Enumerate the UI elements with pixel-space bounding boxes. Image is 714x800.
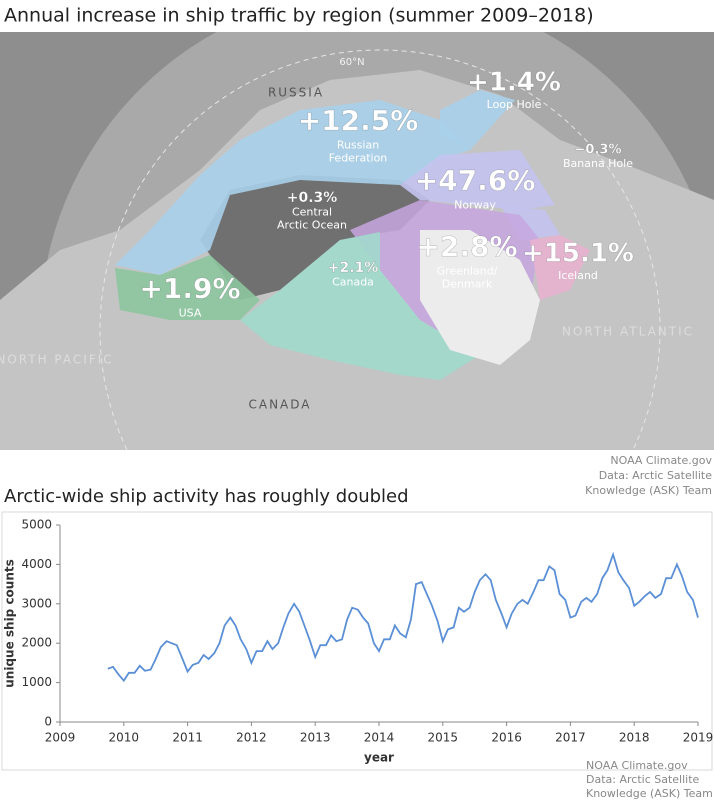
region-change: +47.6% <box>415 164 536 197</box>
data-line <box>107 551 699 683</box>
latitude-circle <box>99 49 661 450</box>
x-tick-label: 2012 <box>236 731 267 745</box>
region-iceland <box>530 235 590 300</box>
region-name: Denmark <box>442 277 493 290</box>
x-axis-label: year <box>364 751 394 765</box>
region-canada <box>240 232 480 380</box>
place-label: CANADA <box>248 398 311 412</box>
place-label: 60°N <box>339 57 364 68</box>
region-norway <box>400 150 555 210</box>
chart-frame <box>1 511 713 771</box>
x-tick-label: 2011 <box>172 731 203 745</box>
credit: Data: Arctic Satellite <box>586 773 700 786</box>
x-tick-label: 2014 <box>364 731 395 745</box>
x-tick-label: 2013 <box>300 731 331 745</box>
region-name: Banana Hole <box>563 157 633 170</box>
region-name: Iceland <box>558 269 598 282</box>
y-tick-label: 2000 <box>21 636 52 650</box>
region-name: Greenland/ <box>437 264 498 277</box>
place-label: NORTH PACIFIC <box>0 353 114 367</box>
greenland-ice <box>420 230 540 365</box>
x-tick-label: 2018 <box>619 731 650 745</box>
x-tick-label: 2009 <box>45 731 76 745</box>
region-russia <box>115 100 470 275</box>
y-tick-label: 0 <box>44 715 52 729</box>
region-usa <box>115 255 260 320</box>
region-change: +0.3% <box>287 190 338 206</box>
region-change: −0.3% <box>575 143 622 158</box>
y-axis-label: unique ship counts <box>3 559 17 688</box>
y-tick-label: 1000 <box>21 675 52 689</box>
x-tick-label: 2016 <box>491 731 522 745</box>
region-name: Canada <box>332 276 374 289</box>
ocean <box>200 175 430 300</box>
region-change: +2.8% <box>416 230 517 263</box>
region-change: +15.1% <box>522 239 634 269</box>
credit: Knowledge (ASK) Team <box>586 787 713 800</box>
region-change: +1.9% <box>139 272 240 305</box>
y-tick-label: 4000 <box>21 557 52 571</box>
x-tick-label: 2015 <box>428 731 459 745</box>
region-name: Loop Hole <box>487 98 542 111</box>
x-tick-label: 2019 <box>683 731 714 745</box>
map <box>0 32 714 450</box>
x-tick-label: 2010 <box>109 731 140 745</box>
region-change: +12.5% <box>298 104 419 137</box>
chart-title: Arctic-wide ship activity has roughly do… <box>4 486 409 507</box>
region-name: Arctic Ocean <box>277 219 347 232</box>
credit: NOAA Climate.gov <box>586 759 688 772</box>
region-change: +1.4% <box>467 68 561 98</box>
x-tick-label: 2017 <box>555 731 586 745</box>
region-name: Federation <box>329 151 388 164</box>
place-label: RUSSIA <box>268 86 324 100</box>
credit: Data: Arctic Satellite <box>599 469 713 482</box>
credit: Knowledge (ASK) Team <box>585 484 712 497</box>
y-tick-label: 5000 <box>21 518 52 532</box>
region-loop-hole <box>440 90 515 150</box>
map-title: Annual increase in ship traffic by regio… <box>4 5 594 27</box>
credit: NOAA Climate.gov <box>610 454 712 467</box>
region-change: +2.1% <box>328 260 379 276</box>
region-name: Russian <box>337 138 379 151</box>
region-name: Norway <box>454 198 496 211</box>
region-name: USA <box>179 306 202 319</box>
place-label: NORTH ATLANTIC <box>562 325 694 339</box>
y-tick-label: 3000 <box>21 596 52 610</box>
region-name: Central <box>292 206 332 219</box>
